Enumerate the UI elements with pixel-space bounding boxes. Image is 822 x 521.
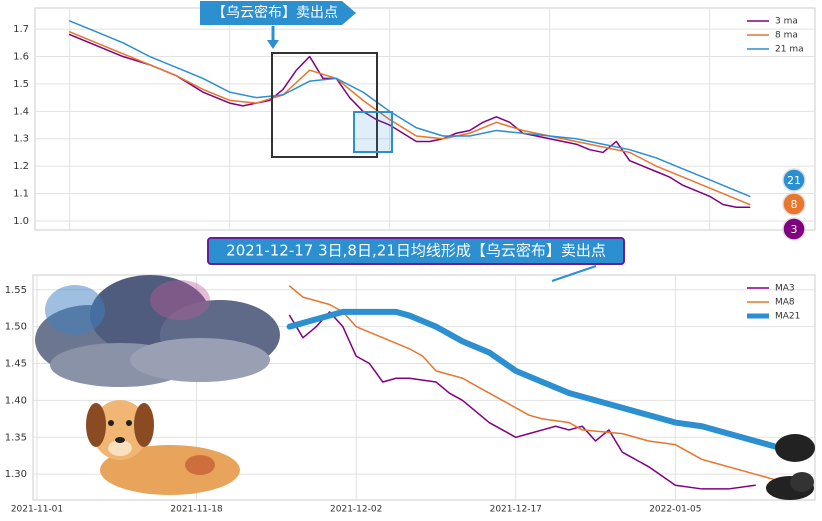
badge	[782, 192, 806, 216]
y-tick-label: 1.50	[5, 322, 27, 333]
badge-label: 8	[791, 198, 798, 211]
y-tick-label: 1.45	[5, 359, 27, 370]
y-tick-label: 1.30	[5, 469, 27, 480]
legend-label: 21 ma	[775, 45, 804, 55]
legend-label: 8 ma	[775, 31, 798, 41]
y-tick-label: 1.7	[13, 24, 29, 35]
plot-area	[34, 7, 816, 231]
callout-box	[207, 237, 625, 265]
x-tick-label: 2021-11-18	[170, 505, 223, 515]
banner	[200, 1, 356, 25]
legend-label: MA8	[775, 298, 795, 308]
y-tick-label: 1.3	[13, 134, 29, 145]
dog-illustration	[86, 400, 240, 495]
x-tick-label: 2021-12-17	[490, 505, 542, 515]
y-tick-label: 1.0	[13, 216, 29, 227]
legend-label: MA21	[775, 312, 800, 322]
y-tick-label: 1.35	[5, 432, 27, 443]
y-tick-label: 1.40	[5, 395, 27, 406]
y-tick-label: 1.5	[13, 79, 29, 90]
y-tick-label: 1.55	[5, 285, 27, 296]
y-tick-label: 1.6	[13, 52, 29, 63]
line-series	[286, 308, 785, 452]
cloud-illustration	[35, 275, 280, 387]
callout-text: 2021-12-17 3日,8日,21日均线形成【乌云密布】卖出点	[226, 242, 606, 260]
arrow	[551, 265, 597, 282]
highlight-box	[271, 52, 378, 158]
y-tick-label: 1.4	[13, 106, 29, 117]
badge-label: 21	[787, 174, 801, 187]
legend-label: MA3	[775, 284, 795, 294]
line-series	[68, 20, 751, 198]
badge	[782, 217, 806, 241]
arrow-head	[267, 40, 279, 49]
legend-label: 3 ma	[775, 17, 798, 27]
badge	[782, 168, 806, 192]
x-tick-label: 2021-12-02	[330, 505, 382, 515]
y-tick-label: 1.1	[13, 189, 29, 200]
highlight-box	[353, 111, 393, 153]
badge-label: 3	[791, 223, 798, 236]
chart: 1.0 1.1 1.2 1.3 1.4 1.5 1.6 1.7 3 ma 8 ma 21 ma	[13, 7, 816, 231]
line-series	[288, 285, 783, 483]
y-tick-label: 1.2	[13, 161, 29, 172]
line-series	[68, 31, 751, 206]
banner-text: 【乌云密布】卖出点	[212, 4, 338, 21]
line-series	[288, 311, 756, 490]
x-tick-label: 2022-01-05	[649, 505, 701, 515]
x-tick-label: 2021-11-01	[11, 505, 63, 515]
dark-cloud	[766, 434, 815, 500]
